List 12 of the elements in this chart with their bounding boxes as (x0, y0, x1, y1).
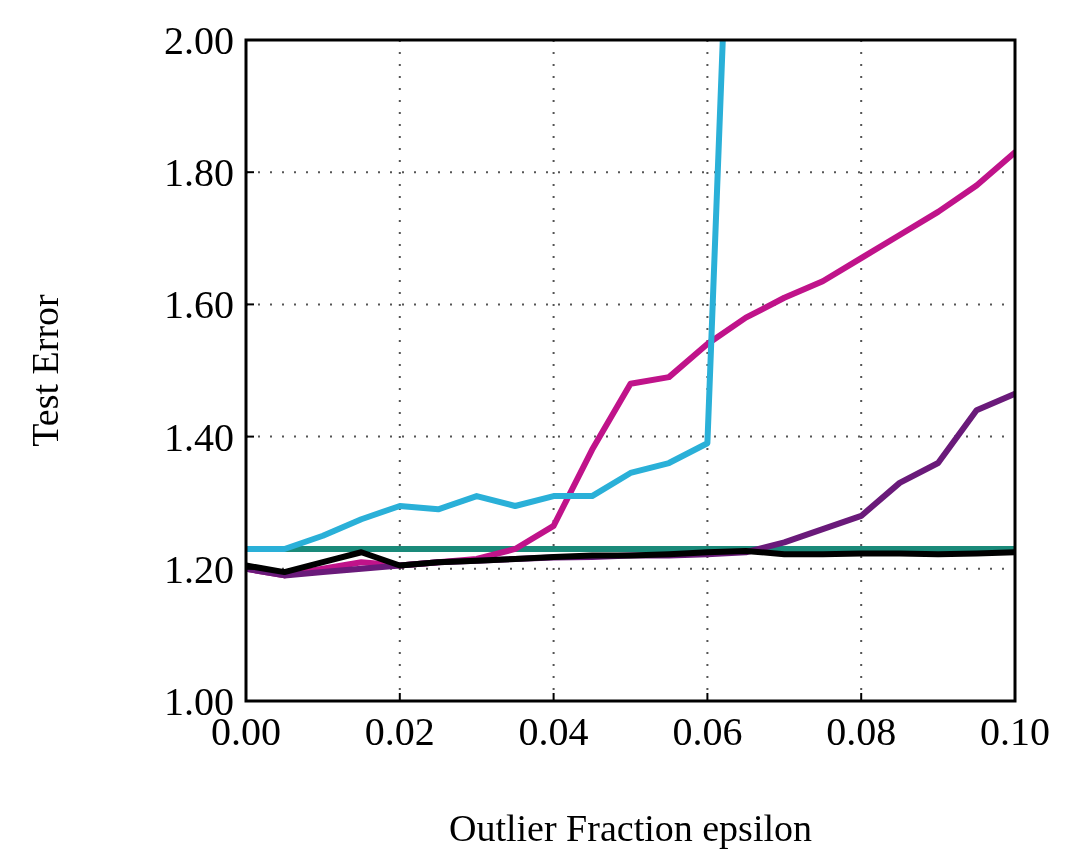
y-tick-label: 1.60 (164, 282, 234, 328)
y-tick-label: 2.00 (164, 18, 234, 63)
y-tick-label: 1.80 (164, 150, 234, 196)
x-tick-label: 0.06 (672, 709, 743, 754)
y-axis-title: Test Error (24, 293, 66, 447)
x-axis-title: Outlier Fraction epsilon (448, 807, 813, 849)
x-tick-label: 0.10 (980, 709, 1050, 754)
x-tick-label: 0.04 (518, 709, 589, 754)
y-tick-label: 1.20 (164, 546, 234, 592)
x-tick-label: 0.02 (364, 709, 435, 754)
y-tick-label: 1.40 (164, 414, 234, 460)
x-tick-label: 0.08 (826, 709, 897, 754)
